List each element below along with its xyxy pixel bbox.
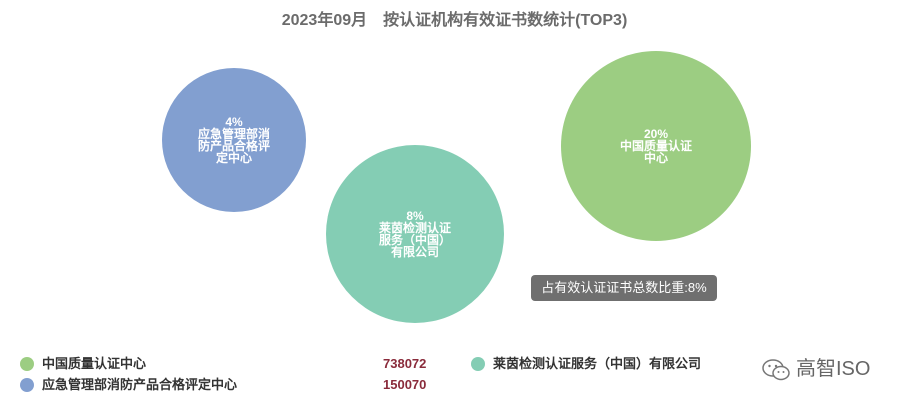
bubble-name-label: 服务（中国） [379,232,451,247]
legend-swatch [20,378,34,392]
bubble-name-label: 防产品合格评 [198,138,270,153]
bubble-circle[interactable] [326,145,504,323]
bubble-percent-label: 20% [644,127,668,141]
bubble-percent-label: 4% [225,115,243,129]
legend-label: 莱茵检测认证服务（中国）有限公司 [493,356,702,371]
bubble-name-label: 中心 [644,150,668,165]
wechat-icon [762,358,790,380]
bubble-name-label: 莱茵检测认证 [379,220,451,235]
watermark-text: 高智ISO [796,358,871,380]
legend-item-tuv[interactable]: 莱茵检测认证服务（中国）有限公司 [471,354,771,374]
bubble-percent-label: 8% [406,209,424,223]
bubble-name-label: 应急管理部消 [198,126,270,141]
bubble-tuv[interactable]: 8%莱茵检测认证服务（中国）有限公司 [326,145,504,323]
bubble-name-label: 有限公司 [391,244,439,259]
watermark: 高智ISO [762,355,870,383]
legend-label: 应急管理部消防产品合格评定中心 [42,377,238,392]
legend-swatch [471,357,485,371]
legend-item-fire[interactable]: 应急管理部消防产品合格评定中心 150070 [20,375,440,395]
legend-swatch [20,357,34,371]
legend-label: 中国质量认证中心 [42,356,147,371]
bubble-name-label: 定中心 [216,150,252,165]
legend-item-cqc[interactable]: 中国质量认证中心 738072 [20,354,440,374]
bubble-fire[interactable]: 4%应急管理部消防产品合格评定中心 [162,68,306,212]
tooltip: 占有效认证证书总数比重:8% [531,275,717,301]
chart-title: 2023年09月 按认证机构有效证书数统计(TOP3) [281,12,628,29]
bubble-cqc[interactable]: 20%中国质量认证中心 [561,51,751,241]
bubble-circle[interactable] [561,51,751,241]
bubble-name-label: 中国质量认证 [620,138,692,153]
bubble-circle[interactable] [162,68,306,212]
legend-value: 150070 [383,377,427,392]
legend-value: 738072 [383,356,427,371]
